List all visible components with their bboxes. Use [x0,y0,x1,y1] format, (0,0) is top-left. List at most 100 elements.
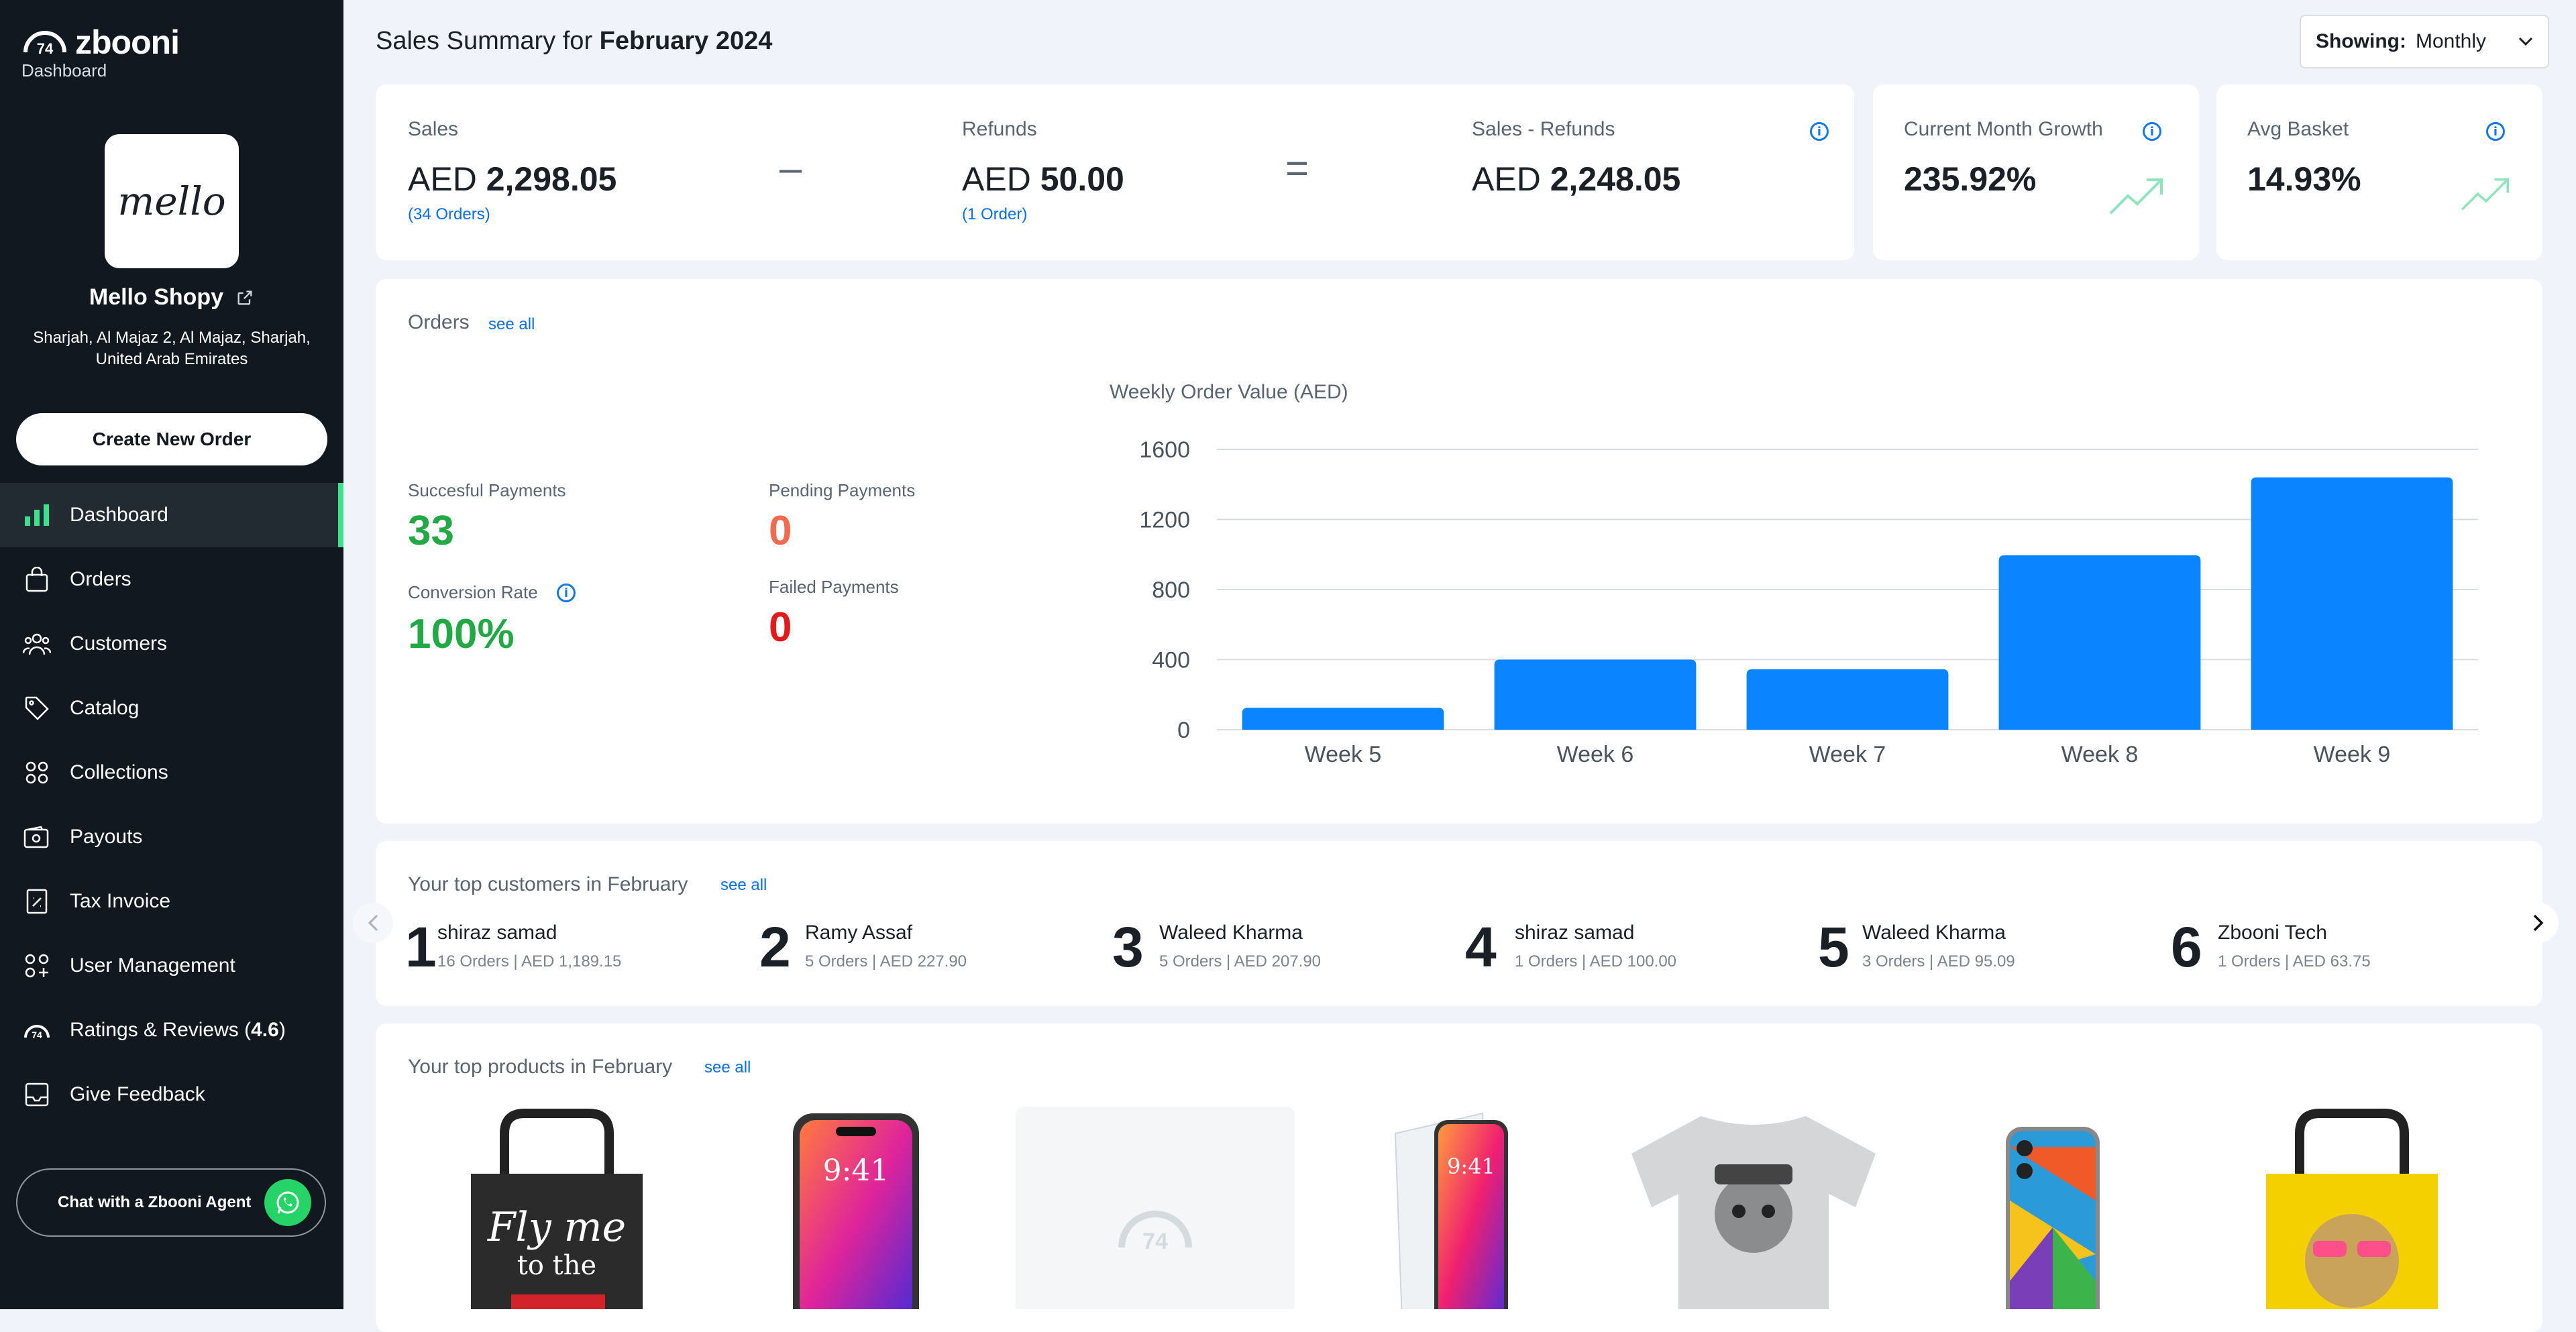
sidebar-item-orders[interactable]: Orders [0,547,343,612]
customer-name: shiraz samad [437,922,557,944]
sales-summary-card: Sales AED 2,298.05 (34 Orders) – Refunds… [376,85,1854,260]
phone-clock: 9:41 [823,1154,890,1188]
product-tile[interactable]: 9:41 [716,1107,996,1309]
product-tile[interactable] [1614,1107,1893,1309]
invoice-icon [23,887,51,915]
sidebar-nav: Dashboard Orders Customers Catalog Colle… [0,483,343,1127]
phone-screen-protector-image: 9:41 [1394,1112,1508,1309]
product-tile[interactable]: 74 [1016,1107,1295,1309]
top-customers-title: Your top customers in February [408,873,688,895]
tote-bag-image: Fly me to the [471,1109,643,1309]
sidebar-item-tax-invoice[interactable]: Tax Invoice [0,869,343,934]
create-new-order-button[interactable]: Create New Order [16,413,327,465]
sidebar-item-customers[interactable]: Customers [0,612,343,676]
orders-title: Orders [408,311,470,333]
customer-name: Waleed Kharma [1862,922,2006,944]
brand-name: zbooni [75,23,180,61]
y-tick-label: 400 [1152,648,1190,673]
product-tile[interactable]: 9:41 [1315,1107,1594,1309]
sidebar-item-ratings-reviews[interactable]: 74 Ratings & Reviews (4.6) [0,998,343,1062]
sidebar-item-label: User Management [70,954,235,977]
y-tick-label: 1600 [1139,437,1190,463]
store-name-row: Mello Shopy [0,284,343,311]
product-tile[interactable] [1913,1107,2192,1309]
feedback-icon [23,1080,51,1109]
sidebar-item-label: Collections [70,761,168,783]
sidebar-item-label: Ratings & Reviews (4.6) [70,1019,286,1041]
failed-payments-label: Failed Payments [769,577,899,597]
main-content: Sales Summary for February 2024 Showing:… [343,0,2576,1332]
product-tile[interactable]: Fly me to the [417,1107,696,1309]
store-address: Sharjah, Al Majaz 2, Al Majaz, Sharjah, … [33,329,311,368]
info-icon[interactable]: i [2143,122,2161,141]
sidebar-item-user-management[interactable]: User Management [0,934,343,998]
basket-label: Avg Basket [2247,118,2349,140]
pending-payments-label: Pending Payments [769,480,916,500]
shopping-bag-icon [23,565,51,594]
sidebar-item-give-feedback[interactable]: Give Feedback [0,1062,343,1127]
growth-value: 235.92% [1904,160,2037,198]
customers-next-button[interactable] [2518,903,2559,943]
svg-text:74: 74 [1142,1229,1168,1254]
minus-symbol: – [780,146,802,190]
conversion-rate-label: Conversion Rate [408,582,538,602]
trend-up-icon [2109,178,2163,215]
external-link-icon[interactable] [235,288,254,307]
customer-rank: 3 [1112,915,1144,979]
brand[interactable]: 74 zbooni [21,23,180,62]
sidebar-item-label: Orders [70,568,131,590]
orders-card: Orders see all Succesful Payments 33 Pen… [376,279,2542,824]
bar-chart-icon [23,501,51,529]
page-title-period: February 2024 [599,27,773,55]
customer-summary: 5 Orders | AED 227.90 [805,952,967,970]
customer-name: shiraz samad [1515,922,1635,944]
sidebar-item-label: Payouts [70,826,143,848]
zbooni-rating-icon: 74 [23,1016,51,1044]
sidebar-item-label: Give Feedback [70,1083,205,1105]
top-customers-card: Your top customers in February see all [376,841,2542,1006]
whatsapp-icon [264,1179,311,1226]
top-products-see-all-link[interactable]: see all [704,1058,751,1076]
sidebar-item-label: Customers [70,632,168,655]
x-tick-label: Week 6 [1557,742,1634,767]
chart-title: Weekly Order Value (AED) [1110,381,1348,403]
conversion-rate-value: 100% [408,611,515,657]
orders-see-all-link[interactable]: see all [488,315,535,333]
sidebar-item-dashboard[interactable]: Dashboard [0,483,343,547]
chat-agent-label: Chat with a Zbooni Agent [58,1193,252,1211]
top-customers-see-all-link[interactable]: see all [720,876,767,894]
equals-symbol: = [1285,146,1309,190]
customer-summary: 16 Orders | AED 1,189.15 [437,952,622,970]
phone-case-image [2006,1127,2100,1309]
info-icon[interactable]: i [1810,122,1829,141]
x-tick-label: Week 9 [2314,742,2391,767]
customers-prev-button[interactable] [353,903,393,943]
chart-bar [1242,708,1444,730]
sales-orders-link[interactable]: (34 Orders) [408,205,490,223]
tag-icon [23,694,51,722]
customer-rank: 5 [1818,915,1849,979]
period-select[interactable]: Showing: Monthly [2300,15,2549,68]
refunds-orders-link[interactable]: (1 Order) [962,205,1028,223]
info-icon[interactable]: i [2486,122,2505,141]
net-sales-value: AED 2,248.05 [1472,160,1681,198]
x-tick-label: Week 5 [1305,742,1382,767]
store-name: Mello Shopy [89,284,224,310]
sidebar-item-catalog[interactable]: Catalog [0,676,343,740]
sidebar-item-collections[interactable]: Collections [0,740,343,805]
store-logo-text: mello [117,178,226,224]
info-icon[interactable]: i [557,584,576,602]
sidebar-item-payouts[interactable]: Payouts [0,805,343,869]
customer-summary: 1 Orders | AED 63.75 [2218,952,2371,970]
chat-agent-button[interactable]: Chat with a Zbooni Agent [16,1168,326,1237]
y-tick-label: 1200 [1139,508,1190,533]
store-logo: mello [105,134,239,268]
svg-text:74: 74 [32,1030,42,1040]
basket-value: 14.93% [2247,160,2361,198]
users-icon [23,630,51,658]
customer-summary: 3 Orders | AED 95.09 [1862,952,2015,970]
chart-bar [1998,555,2201,730]
product-tile[interactable] [2212,1107,2491,1309]
top-products-title: Your top products in February [408,1056,673,1078]
period-select-value: Monthly [2415,30,2487,52]
